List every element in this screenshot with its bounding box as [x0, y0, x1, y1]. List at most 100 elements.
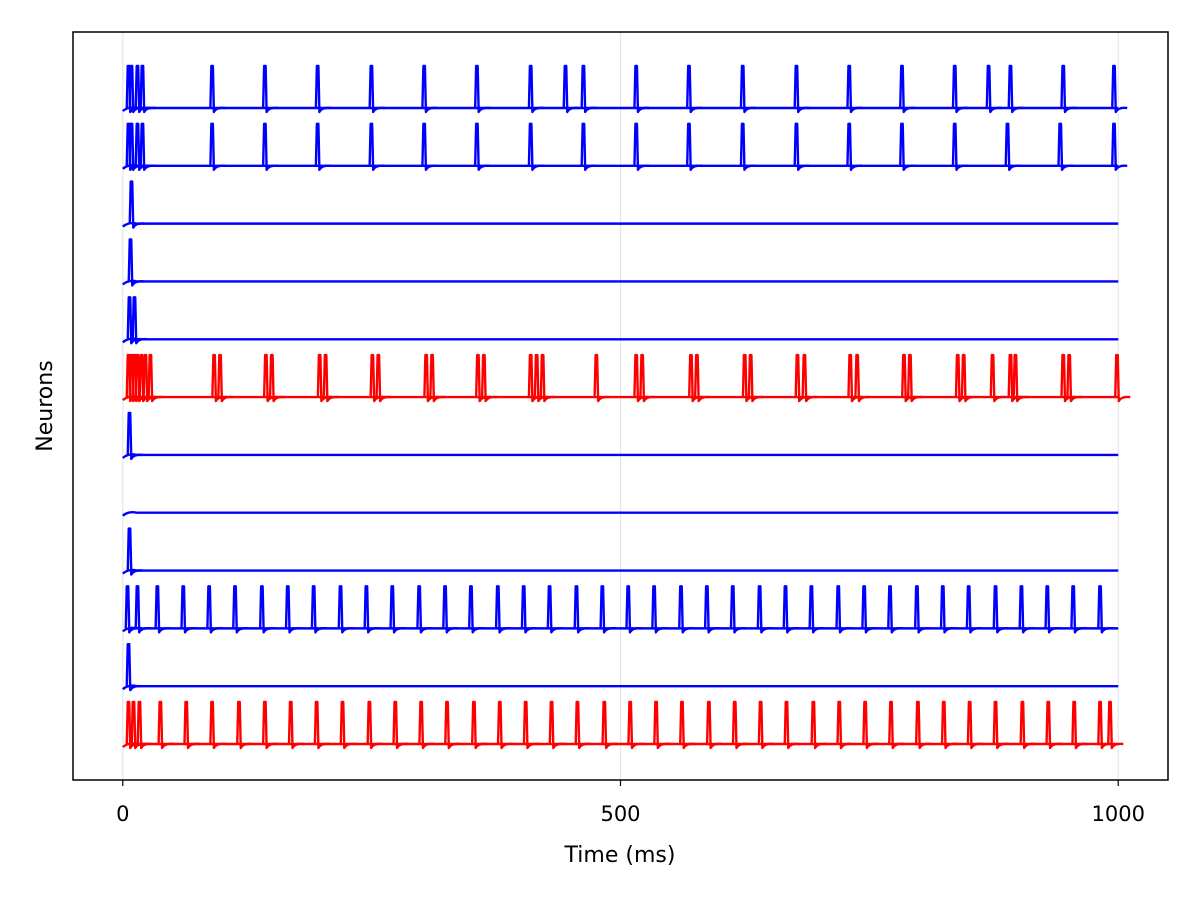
spike: [1060, 64, 1077, 114]
spike: [473, 64, 491, 114]
spike: [494, 585, 512, 634]
spike: [421, 122, 438, 172]
spike: [989, 353, 1006, 403]
spike: [1097, 585, 1114, 634]
spike: [147, 353, 164, 403]
spike: [693, 353, 711, 403]
spike: [914, 700, 932, 750]
spike: [139, 122, 156, 172]
spike: [125, 642, 142, 692]
spike: [337, 585, 354, 634]
spike: [1012, 353, 1029, 403]
spike: [206, 585, 223, 634]
spike: [232, 585, 249, 634]
spike: [1070, 585, 1087, 634]
spike: [992, 585, 1009, 634]
spike: [633, 122, 650, 172]
spike: [368, 122, 385, 172]
spike: [126, 527, 143, 576]
spike: [703, 585, 721, 634]
spike: [136, 700, 153, 750]
spike: [134, 585, 151, 634]
spike: [625, 585, 642, 634]
spike: [470, 700, 488, 750]
spike: [793, 122, 810, 172]
spike: [1066, 353, 1083, 403]
spike: [522, 700, 540, 750]
spike: [418, 700, 435, 750]
spike: [527, 64, 545, 114]
spike: [783, 700, 800, 750]
spike: [180, 585, 197, 634]
spike: [862, 700, 879, 750]
spike: [835, 585, 852, 634]
spike: [258, 585, 276, 634]
spike: [627, 700, 644, 750]
spike: [127, 238, 144, 287]
spike: [261, 122, 279, 172]
spike: [139, 64, 156, 114]
spike: [339, 700, 356, 750]
spike: [496, 700, 514, 750]
spike: [1114, 353, 1131, 403]
spike: [375, 353, 392, 403]
spike: [1111, 122, 1128, 172]
spike: [1019, 700, 1036, 750]
spike: [854, 353, 871, 403]
spike: [729, 585, 747, 634]
spike: [1044, 585, 1061, 634]
spike: [467, 585, 485, 634]
spike: [913, 585, 931, 634]
spike: [906, 353, 924, 403]
spike: [1057, 122, 1074, 172]
spike: [268, 353, 286, 403]
spike: [685, 64, 703, 114]
spike: [154, 585, 171, 634]
spike: [939, 585, 957, 634]
spike: [580, 122, 597, 172]
spike: [157, 700, 174, 750]
spike: [284, 585, 302, 634]
spike: [363, 585, 380, 634]
spike: [951, 64, 969, 114]
spike: [847, 353, 864, 403]
spike: [183, 700, 200, 750]
spike: [1004, 122, 1021, 172]
spike: [314, 122, 332, 172]
spike: [1111, 64, 1128, 114]
spike: [416, 585, 433, 634]
spike: [209, 122, 226, 172]
spike: [574, 700, 591, 750]
spike: [520, 585, 538, 634]
spike: [313, 700, 331, 750]
spike: [651, 585, 668, 634]
spike: [287, 700, 305, 750]
spike: [899, 122, 916, 172]
spike: [539, 353, 556, 403]
spike: [126, 411, 143, 461]
spike: [389, 585, 406, 634]
spike: [442, 585, 459, 634]
spike: [1045, 700, 1062, 750]
spike: [573, 585, 590, 634]
spike: [366, 700, 383, 750]
spike: [310, 585, 328, 634]
x-tick-label: 1000: [1092, 802, 1145, 826]
spike: [601, 700, 618, 750]
spike: [846, 64, 863, 114]
spike: [314, 64, 332, 114]
spike: [756, 585, 774, 634]
spike: [546, 585, 563, 634]
spike: [757, 700, 774, 750]
spike: [861, 585, 878, 634]
spike: [527, 122, 545, 172]
spike: [1007, 64, 1024, 114]
spike: [966, 700, 984, 750]
y-axis-label: Neurons: [33, 360, 58, 451]
spike: [562, 64, 579, 114]
spike: [368, 64, 385, 114]
spike: [960, 353, 978, 403]
spike: [599, 585, 616, 634]
spike: [444, 700, 461, 750]
